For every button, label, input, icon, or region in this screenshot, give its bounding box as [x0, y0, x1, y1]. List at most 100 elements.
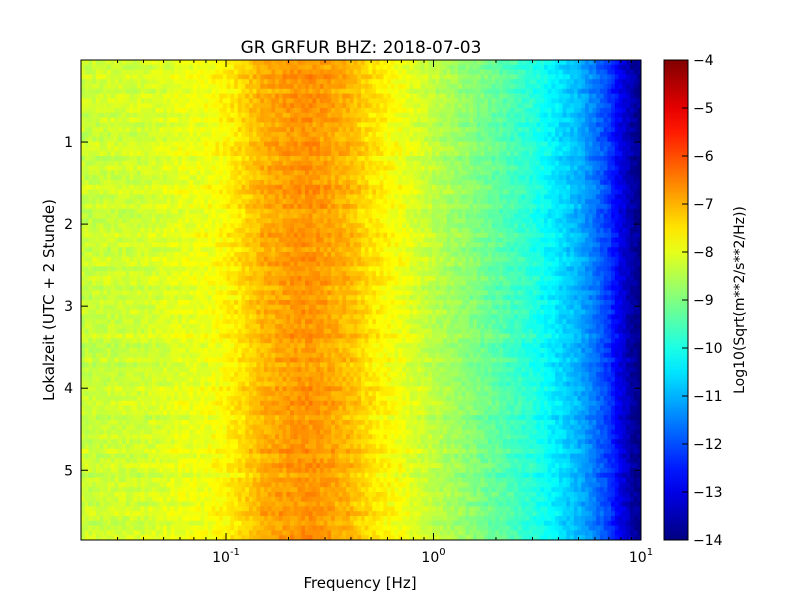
heatmap-cell — [379, 151, 384, 157]
heatmap-cell — [122, 180, 127, 186]
heatmap-cell — [107, 170, 112, 176]
heatmap-cell — [614, 136, 620, 143]
heatmap-cell — [353, 208, 358, 215]
heatmap-cell — [219, 151, 224, 157]
heatmap-cell — [267, 184, 272, 191]
heatmap-cell — [234, 208, 239, 215]
heatmap-cell — [379, 88, 384, 95]
heatmap-cell — [502, 194, 508, 200]
heatmap-cell — [286, 74, 291, 80]
heatmap-cell — [319, 117, 325, 123]
heatmap-cell — [193, 175, 198, 181]
heatmap-cell — [263, 180, 269, 186]
heatmap-cell — [95, 146, 101, 152]
heatmap-cell — [159, 84, 164, 90]
heatmap-cell — [633, 122, 638, 128]
heatmap-cell — [614, 194, 620, 200]
heatmap-cell — [301, 74, 306, 80]
heatmap-cell — [189, 108, 194, 114]
heatmap-cell — [263, 60, 269, 66]
heatmap-cell — [245, 165, 250, 171]
heatmap-cell — [327, 204, 332, 210]
heatmap-cell — [125, 117, 131, 123]
heatmap-cell — [263, 69, 269, 75]
heatmap-cell — [465, 88, 470, 95]
heatmap-cell — [637, 64, 641, 71]
heatmap-cell — [95, 108, 101, 114]
heatmap-cell — [551, 108, 556, 114]
heatmap-cell — [342, 103, 347, 109]
heatmap-cell — [267, 103, 272, 109]
heatmap-cell — [122, 88, 127, 95]
heatmap-cell — [454, 112, 459, 119]
heatmap-cell — [487, 151, 493, 157]
heatmap-cell — [327, 69, 332, 75]
heatmap-cell — [308, 165, 314, 171]
heatmap-cell — [514, 141, 519, 147]
heatmap-cell — [237, 165, 243, 171]
heatmap-cell — [375, 64, 381, 71]
heatmap-cell — [629, 103, 635, 109]
heatmap-cell — [540, 112, 545, 119]
heatmap-cell — [189, 88, 194, 95]
heatmap-cell — [338, 180, 343, 186]
heatmap-cell — [491, 199, 496, 205]
heatmap-cell — [92, 213, 97, 219]
heatmap-cell — [435, 117, 440, 123]
heatmap-cell — [260, 189, 265, 195]
heatmap-cell — [637, 136, 641, 143]
heatmap-cell — [558, 189, 564, 195]
heatmap-cell — [275, 170, 280, 176]
heatmap-cell — [387, 93, 392, 99]
heatmap-cell — [487, 175, 493, 181]
heatmap-cell — [170, 108, 175, 114]
heatmap-cell — [230, 194, 235, 200]
heatmap-cell — [256, 88, 261, 95]
heatmap-cell — [450, 79, 455, 85]
heatmap-cell — [487, 189, 493, 195]
heatmap-cell — [148, 88, 153, 95]
heatmap-cell — [260, 108, 265, 114]
heatmap-cell — [398, 175, 403, 181]
heatmap-cell — [196, 194, 202, 200]
heatmap-cell — [361, 170, 366, 176]
heatmap-cell — [573, 208, 579, 215]
heatmap-cell — [319, 79, 325, 85]
heatmap-cell — [260, 151, 265, 157]
heatmap-cell — [151, 160, 157, 167]
heatmap-cell — [316, 204, 321, 210]
heatmap-cell — [103, 60, 108, 66]
heatmap-cell — [517, 64, 523, 71]
heatmap-cell — [551, 204, 556, 210]
heatmap-cell — [540, 194, 545, 200]
heatmap-cell — [510, 112, 515, 119]
heatmap-cell — [465, 103, 470, 109]
heatmap-cell — [487, 184, 493, 191]
heatmap-cell — [390, 184, 396, 191]
heatmap-cell — [286, 79, 291, 85]
heatmap-cell — [428, 98, 433, 104]
heatmap-cell — [84, 88, 90, 95]
heatmap-cell — [170, 146, 175, 152]
heatmap-cell — [140, 88, 146, 95]
heatmap-cell — [525, 194, 530, 200]
heatmap-cell — [323, 127, 328, 133]
heatmap-cell — [368, 165, 373, 171]
heatmap-cell — [222, 165, 228, 171]
heatmap-cell — [424, 108, 429, 114]
heatmap-cell — [84, 170, 90, 176]
heatmap-cell — [476, 146, 482, 152]
heatmap-cell — [349, 98, 355, 104]
heatmap-cell — [88, 117, 93, 123]
heatmap-cell — [555, 127, 560, 133]
heatmap-cell — [271, 175, 276, 181]
heatmap-cell — [424, 79, 429, 85]
heatmap-cell — [514, 64, 519, 71]
heatmap-cell — [473, 127, 478, 133]
heatmap-cell — [555, 151, 560, 157]
heatmap-cell — [394, 112, 399, 119]
heatmap-cell — [338, 175, 343, 181]
heatmap-cell — [629, 141, 635, 147]
heatmap-cell — [458, 175, 463, 181]
heatmap-cell — [92, 64, 97, 71]
